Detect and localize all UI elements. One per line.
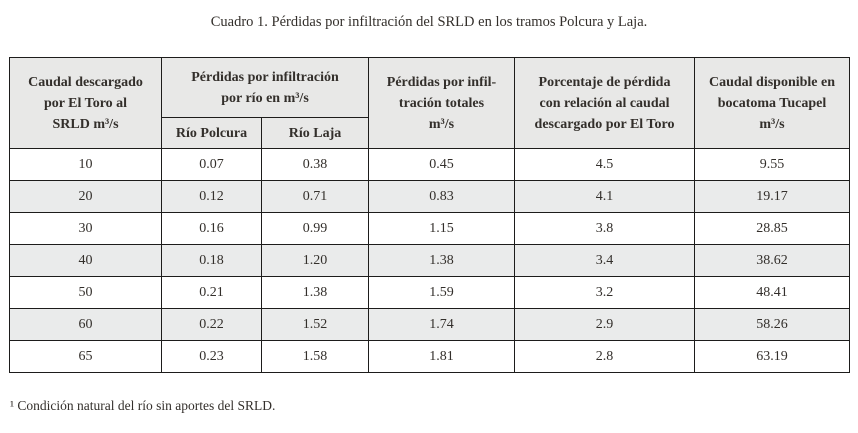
table-cell: 0.83 <box>368 180 515 213</box>
table-cell: 30 <box>9 212 162 245</box>
table-row: 50 0.21 1.38 1.59 3.2 48.41 <box>9 276 850 309</box>
header-rio-laja: Río Laja <box>261 117 369 149</box>
table-cell: 65 <box>9 340 162 373</box>
table-cell: 3.4 <box>514 244 695 277</box>
table-cell: 20 <box>9 180 162 213</box>
table-body: 10 0.07 0.38 0.45 4.5 9.55 20 0.12 0.71 … <box>9 148 850 373</box>
table-cell: 63.19 <box>694 340 850 373</box>
table-cell: 9.55 <box>694 148 850 181</box>
table-cell: 0.71 <box>261 180 369 213</box>
table-row: 10 0.07 0.38 0.45 4.5 9.55 <box>9 148 850 181</box>
table-cell: 0.99 <box>261 212 369 245</box>
table-row: 65 0.23 1.58 1.81 2.8 63.19 <box>9 340 850 373</box>
table-row: 30 0.16 0.99 1.15 3.8 28.85 <box>9 212 850 245</box>
table-cell: 1.20 <box>261 244 369 277</box>
table-cell: 1.15 <box>368 212 515 245</box>
table-cell: 40 <box>9 244 162 277</box>
table-cell: 1.74 <box>368 308 515 341</box>
header-rio-polcura: Río Polcura <box>161 117 262 149</box>
table-cell: 0.22 <box>161 308 262 341</box>
infiltration-losses-table: Caudal descargado por El Toro al SRLD m³… <box>9 57 850 373</box>
table-cell: 0.07 <box>161 148 262 181</box>
table-cell: 1.58 <box>261 340 369 373</box>
table-header: Caudal descargado por El Toro al SRLD m³… <box>9 57 850 149</box>
table-cell: 0.21 <box>161 276 262 309</box>
table-row: 20 0.12 0.71 0.83 4.1 19.17 <box>9 180 850 213</box>
table-cell: 50 <box>9 276 162 309</box>
table-cell: 19.17 <box>694 180 850 213</box>
header-perdidas-totales: Pérdidas por infil- tración totales m³/s <box>368 57 515 149</box>
table-cell: 1.81 <box>368 340 515 373</box>
table-cell: 0.12 <box>161 180 262 213</box>
table-cell: 4.5 <box>514 148 695 181</box>
table-cell: 0.16 <box>161 212 262 245</box>
header-caudal-disponible: Caudal disponible en bocatoma Tucapel m³… <box>694 57 850 149</box>
table-cell: 58.26 <box>694 308 850 341</box>
table-cell: 10 <box>9 148 162 181</box>
header-row-group: Caudal descargado por El Toro al SRLD m³… <box>9 57 850 149</box>
table-cell: 0.45 <box>368 148 515 181</box>
table-cell: 1.38 <box>368 244 515 277</box>
header-perdidas-por-rio: Pérdidas por infiltración por río en m³/… <box>161 57 369 118</box>
footnote: ¹ Condición natural del río sin aportes … <box>10 398 276 413</box>
table-row: 60 0.22 1.52 1.74 2.9 58.26 <box>9 308 850 341</box>
table-cell: 28.85 <box>694 212 850 245</box>
table-row: 40 0.18 1.20 1.38 3.4 38.62 <box>9 244 850 277</box>
header-porcentaje-perdida: Porcentaje de pérdida con relación al ca… <box>514 57 695 149</box>
table-cell: 48.41 <box>694 276 850 309</box>
table-cell: 1.52 <box>261 308 369 341</box>
table-caption: Cuadro 1. Pérdidas por infiltración del … <box>210 14 648 30</box>
table-cell: 1.59 <box>368 276 515 309</box>
table-cell: 3.8 <box>514 212 695 245</box>
table-cell: 38.62 <box>694 244 850 277</box>
table-cell: 1.38 <box>261 276 369 309</box>
table-cell: 0.38 <box>261 148 369 181</box>
header-caudal-descargado: Caudal descargado por El Toro al SRLD m³… <box>9 57 162 149</box>
header-row-sub: Río Polcura Río Laja <box>10 117 850 149</box>
table-cell: 0.18 <box>161 244 262 277</box>
table-cell: 2.8 <box>514 340 695 373</box>
table-cell: 3.2 <box>514 276 695 309</box>
table-cell: 0.23 <box>161 340 262 373</box>
table-cell: 2.9 <box>514 308 695 341</box>
table-cell: 4.1 <box>514 180 695 213</box>
table-cell: 60 <box>9 308 162 341</box>
